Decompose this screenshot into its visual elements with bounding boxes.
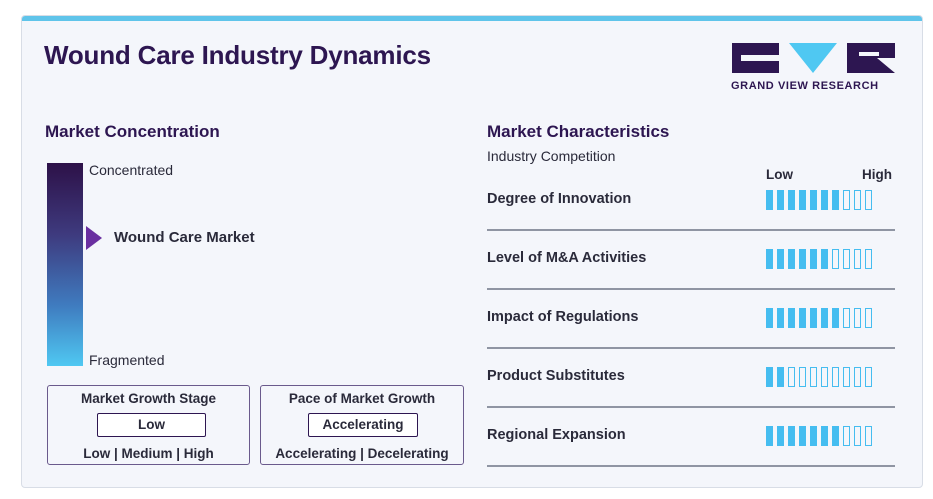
rating-segment-empty	[865, 308, 872, 328]
grand-view-research-logo: GRAND VIEW RESEARCH	[729, 40, 899, 100]
rating-segment-empty	[865, 367, 872, 387]
rating-segment-filled	[810, 249, 817, 269]
rating-segment-filled	[777, 308, 784, 328]
pace-of-market-growth-box: Pace of Market Growth Accelerating Accel…	[260, 385, 464, 465]
growth-stage-title: Market Growth Stage	[80, 391, 217, 406]
row-divider	[487, 347, 895, 349]
rating-segment-empty	[854, 426, 861, 446]
characteristic-row: Level of M&A Activities	[487, 230, 895, 290]
rating-segment-filled	[810, 426, 817, 446]
rating-segment-filled	[788, 426, 795, 446]
market-concentration-heading: Market Concentration	[45, 122, 220, 141]
characteristic-row: Regional Expansion	[487, 407, 895, 467]
rating-segment-filled	[821, 249, 828, 269]
rating-segment-empty	[810, 367, 817, 387]
rating-segment-filled	[821, 426, 828, 446]
rating-segment-empty	[832, 367, 839, 387]
growth-pace-options: Accelerating | Decelerating	[275, 446, 449, 461]
rating-segment-filled	[777, 426, 784, 446]
rating-segment-empty	[843, 190, 850, 210]
rating-segment-empty	[854, 190, 861, 210]
logo-text: GRAND VIEW RESEARCH	[731, 80, 879, 92]
row-divider	[487, 288, 895, 290]
rating-meter	[766, 190, 872, 210]
rating-segment-filled	[766, 426, 773, 446]
industry-dynamics-card: Wound Care Industry Dynamics GRAND VIEW …	[21, 15, 923, 488]
row-divider	[487, 465, 895, 467]
characteristic-label: Regional Expansion	[487, 427, 626, 443]
characteristic-row: Impact of Regulations	[487, 289, 895, 349]
rating-segment-filled	[799, 308, 806, 328]
row-divider	[487, 229, 895, 231]
market-position-marker-icon	[86, 226, 102, 251]
rating-segment-filled	[766, 249, 773, 269]
row-divider	[487, 406, 895, 408]
rating-segment-filled	[832, 308, 839, 328]
growth-pace-selected: Accelerating	[308, 413, 418, 437]
concentrated-label: Concentrated	[89, 162, 174, 178]
growth-stage-options: Low | Medium | High	[83, 446, 214, 461]
rating-segment-empty	[854, 367, 861, 387]
rating-segment-filled	[821, 308, 828, 328]
rating-segment-filled	[788, 308, 795, 328]
rating-segment-empty	[865, 426, 872, 446]
rating-meter	[766, 426, 872, 446]
fragmented-label: Fragmented	[89, 352, 165, 368]
rating-segment-empty	[843, 249, 850, 269]
rating-segment-filled	[766, 190, 773, 210]
rating-segment-filled	[777, 367, 784, 387]
characteristic-label: Product Substitutes	[487, 368, 625, 384]
rating-segment-empty	[821, 367, 828, 387]
rating-segment-empty	[854, 249, 861, 269]
rating-segment-filled	[799, 190, 806, 210]
rating-segment-filled	[799, 249, 806, 269]
rating-segment-empty	[865, 249, 872, 269]
growth-stage-selected: Low	[97, 413, 206, 437]
rating-segment-filled	[821, 190, 828, 210]
characteristic-row: Degree of Innovation	[487, 171, 895, 231]
rating-segment-filled	[810, 308, 817, 328]
rating-segment-empty	[843, 367, 850, 387]
characteristic-label: Level of M&A Activities	[487, 250, 647, 266]
rating-segment-filled	[832, 426, 839, 446]
rating-segment-empty	[788, 367, 795, 387]
marker-label: Wound Care Market	[114, 229, 255, 247]
characteristic-row: Product Substitutes	[487, 348, 895, 408]
rating-meter	[766, 308, 872, 328]
market-growth-stage-box: Market Growth Stage Low Low | Medium | H…	[47, 385, 250, 465]
rating-meter	[766, 367, 872, 387]
rating-segment-empty	[843, 308, 850, 328]
rating-segment-filled	[810, 190, 817, 210]
logo-mark-icon	[732, 43, 895, 73]
rating-segment-filled	[788, 190, 795, 210]
industry-competition-subheading: Industry Competition	[487, 148, 616, 164]
scale-low-label: Low	[766, 167, 793, 182]
rating-meter	[766, 249, 872, 269]
rating-segment-empty	[854, 308, 861, 328]
market-characteristics-heading: Market Characteristics	[487, 122, 670, 141]
rating-segment-filled	[766, 367, 773, 387]
page-title: Wound Care Industry Dynamics	[44, 40, 431, 70]
rating-segment-empty	[832, 249, 839, 269]
scale-high-label: High	[862, 167, 892, 182]
characteristic-label: Impact of Regulations	[487, 309, 639, 325]
rating-segment-empty	[865, 190, 872, 210]
characteristic-label: Degree of Innovation	[487, 191, 632, 207]
card-top-accent	[22, 16, 922, 21]
rating-segment-filled	[788, 249, 795, 269]
rating-segment-filled	[766, 308, 773, 328]
rating-segment-empty	[799, 367, 806, 387]
rating-segment-filled	[832, 190, 839, 210]
rating-segment-filled	[777, 190, 784, 210]
growth-pace-title: Pace of Market Growth	[288, 391, 436, 406]
rating-segment-filled	[799, 426, 806, 446]
rating-segment-filled	[777, 249, 784, 269]
rating-segment-empty	[843, 426, 850, 446]
concentration-gradient-bar	[47, 163, 83, 366]
